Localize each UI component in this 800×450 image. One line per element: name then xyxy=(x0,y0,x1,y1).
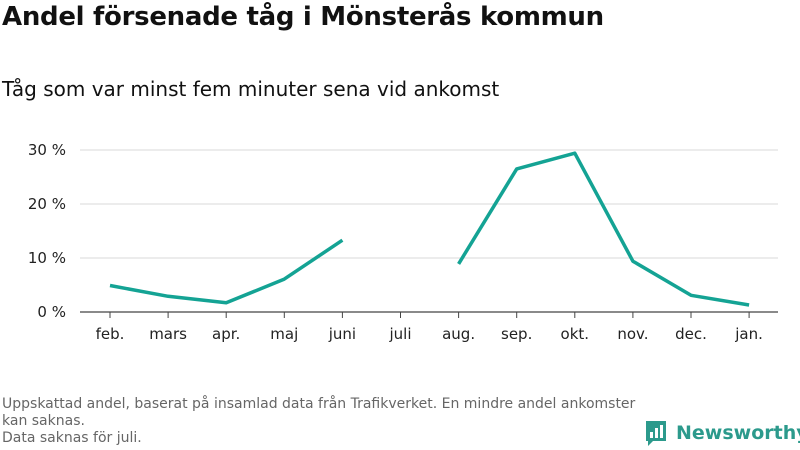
x-tick-label: dec. xyxy=(675,325,707,343)
x-tick-label: juni xyxy=(328,325,356,343)
x-tick-label: mars xyxy=(149,325,187,343)
footer-source-note: Uppskattad andel, baserat på insamlad da… xyxy=(2,396,636,429)
x-tick-label: okt. xyxy=(561,325,590,343)
gridlines xyxy=(80,149,778,313)
brand-name: Newsworthy xyxy=(676,422,800,444)
footer-missing-note: Data saknas för juli. xyxy=(2,430,142,446)
brand: Newsworthy xyxy=(644,419,800,447)
series-layer xyxy=(109,151,750,307)
series-line xyxy=(109,238,344,305)
x-tick-label: apr. xyxy=(212,325,240,343)
y-tick-label: 30 % xyxy=(28,141,66,159)
x-tick-label: maj xyxy=(270,325,298,343)
y-axis: 0 % 10 % 20 % 30 % xyxy=(28,141,66,321)
y-tick-label: 0 % xyxy=(37,303,66,321)
x-tick-label: aug. xyxy=(442,325,475,343)
newsworthy-logo-icon xyxy=(646,421,666,446)
series-line xyxy=(457,151,750,307)
footer-note: Uppskattad andel, baserat på insamlad da… xyxy=(2,396,642,447)
x-tick-label: sep. xyxy=(501,325,532,343)
y-tick-label: 20 % xyxy=(28,195,66,213)
x-tick-label: juli xyxy=(388,325,411,343)
x-axis: feb. mars apr. maj juni juli aug. sep. okt. nov. d… xyxy=(96,312,763,343)
x-tick-label: feb. xyxy=(96,325,125,343)
x-tick-label: jan. xyxy=(734,325,763,343)
chart-subtitle: Tåg som var minst fem minuter sena vid a… xyxy=(2,77,500,101)
line-chart: 0 % 10 % 20 % 30 % feb. mars apr. maj juni juli a… xyxy=(28,141,778,343)
y-tick-label: 10 % xyxy=(28,249,66,267)
chart-title: Andel försenade tåg i Mönsterås kommun xyxy=(2,2,604,32)
x-tick-label: nov. xyxy=(617,325,648,343)
